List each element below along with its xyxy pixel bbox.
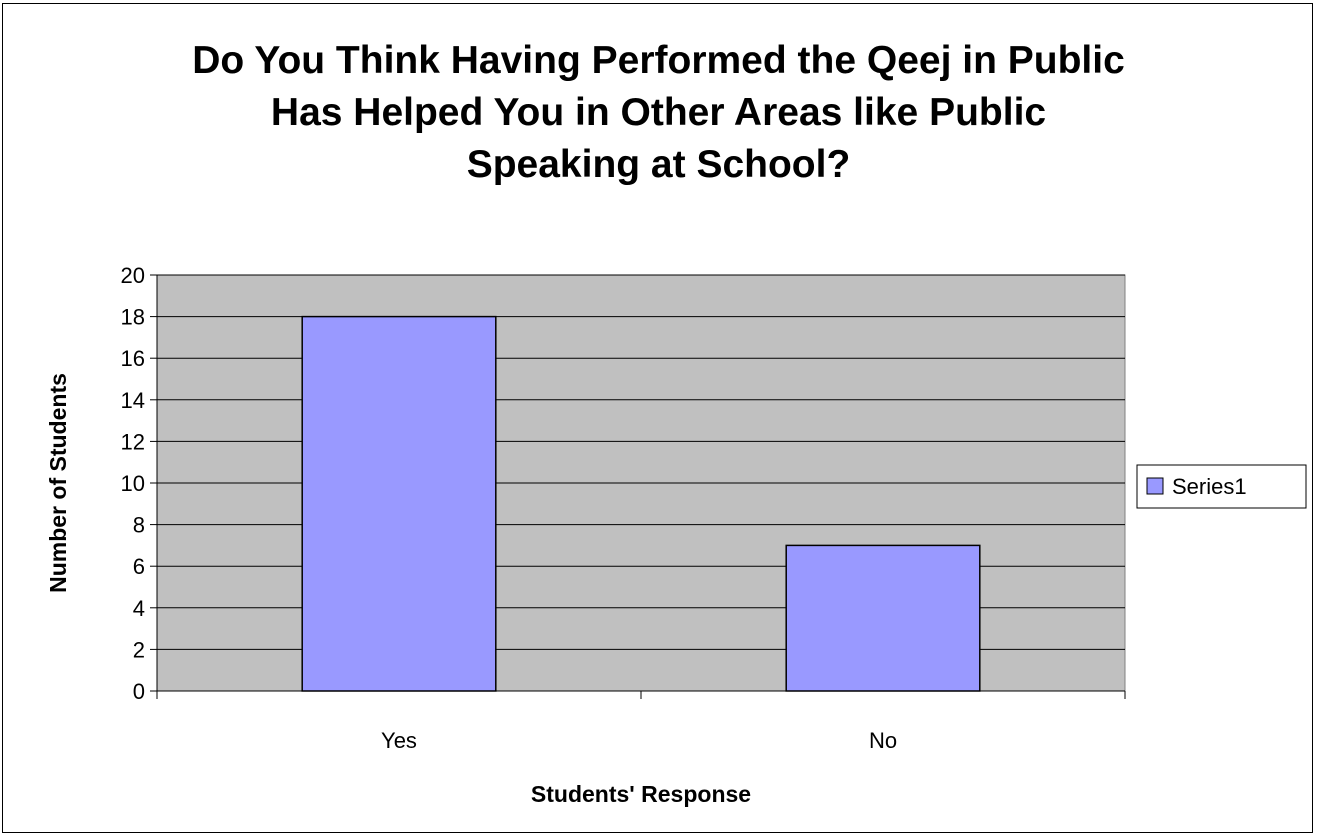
bar-no (785, 544, 981, 692)
y-tick-label: 12 (121, 429, 145, 454)
y-tick-label: 16 (121, 346, 145, 371)
legend-swatch (1146, 477, 1164, 495)
chart-title: Do You Think Having Performed the Qeej i… (0, 35, 1317, 191)
y-tick-label: 8 (133, 513, 145, 538)
legend-box (1136, 464, 1307, 509)
y-tick-label: 2 (133, 637, 145, 662)
x-axis-title: Students' Response (531, 781, 751, 807)
y-tick-label: 18 (121, 305, 145, 330)
bar-yes (301, 315, 497, 692)
legend-label: Series1 (1172, 474, 1247, 499)
chart-title-line-1: Do You Think Having Performed the Qeej i… (192, 39, 1125, 82)
legend: Series1 (1136, 464, 1307, 509)
y-tick-label: 6 (133, 554, 145, 579)
chart-title-line-3: Speaking at School? (466, 143, 851, 186)
x-tick-label: Yes (381, 728, 417, 753)
y-tick-label: 0 (133, 679, 145, 704)
y-axis-title: Number of Students (45, 373, 71, 593)
y-tick-label: 20 (121, 263, 145, 288)
y-tick-label: 4 (133, 596, 145, 621)
chart-title-line-2: Has Helped You in Other Areas like Publi… (270, 91, 1047, 134)
chart-marks: 0 2 4 6 8 10 12 14 16 18 20 Yes No (121, 263, 981, 753)
y-tick-label: 10 (121, 471, 145, 496)
y-tick-label: 14 (121, 388, 145, 413)
x-tick-label: No (869, 728, 897, 753)
